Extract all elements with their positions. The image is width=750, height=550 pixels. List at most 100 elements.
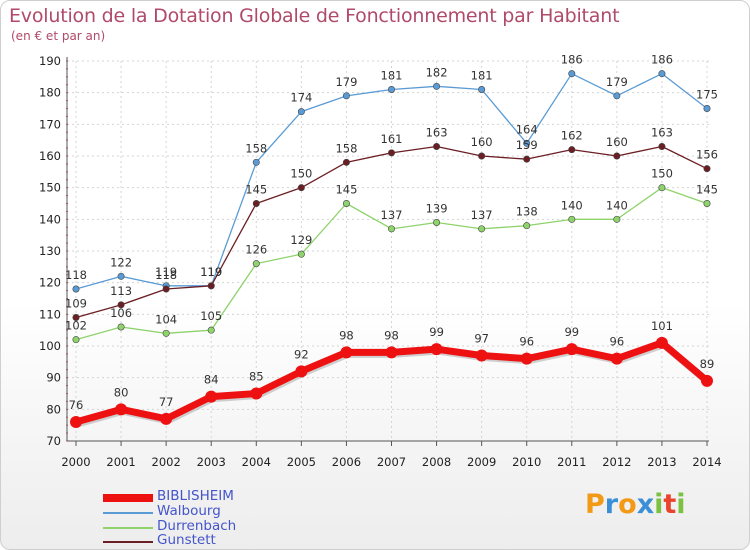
data-point-durrenbach xyxy=(433,219,441,227)
data-label-walbourg: 179 xyxy=(606,75,628,89)
data-label-biblisheim: 77 xyxy=(159,395,174,409)
logo-letter: o xyxy=(618,489,637,520)
data-label-durrenbach: 145 xyxy=(696,183,718,197)
y-tick-label: 190 xyxy=(39,54,61,68)
legend-swatch-biblisheim xyxy=(103,494,153,502)
data-label-biblisheim: 85 xyxy=(249,370,264,384)
data-point-durrenbach xyxy=(523,222,531,230)
x-tick-label: 2004 xyxy=(242,455,271,469)
data-point-biblisheim xyxy=(701,374,713,387)
x-tick-label: 2009 xyxy=(467,455,496,469)
x-tick-label: 2014 xyxy=(692,455,721,469)
x-tick-label: 2013 xyxy=(647,455,676,469)
data-label-biblisheim: 98 xyxy=(384,328,399,342)
data-label-durrenbach: 145 xyxy=(335,183,357,197)
data-point-durrenbach xyxy=(568,215,576,223)
data-point-biblisheim xyxy=(475,349,488,362)
data-point-walbourg xyxy=(252,158,260,166)
legend-label-gunstett: Gunstett xyxy=(157,532,216,548)
logo-letter: i xyxy=(676,489,686,520)
data-point-durrenbach xyxy=(207,326,215,334)
data-label-biblisheim: 96 xyxy=(610,335,625,349)
data-label-walbourg: 118 xyxy=(65,268,87,282)
data-label-durrenbach: 105 xyxy=(200,309,222,323)
data-label-biblisheim: 101 xyxy=(651,319,673,333)
data-point-gunstett xyxy=(207,282,215,290)
data-point-walbourg xyxy=(523,139,531,147)
data-label-gunstett: 109 xyxy=(65,297,87,311)
data-point-biblisheim xyxy=(115,403,128,416)
y-tick-label: 180 xyxy=(39,86,61,100)
data-label-biblisheim: 99 xyxy=(429,325,444,339)
data-point-biblisheim xyxy=(520,352,533,365)
legend-swatch-durrenbach xyxy=(103,527,153,529)
data-point-gunstett xyxy=(433,143,441,151)
data-point-gunstett xyxy=(703,165,711,173)
data-point-biblisheim xyxy=(160,412,173,425)
data-label-walbourg: 181 xyxy=(471,69,493,83)
logo-letter: P xyxy=(585,489,605,520)
data-label-gunstett: 118 xyxy=(155,268,177,282)
y-tick-label: 150 xyxy=(39,181,61,195)
y-tick-label: 70 xyxy=(46,434,61,448)
data-point-gunstett xyxy=(523,155,531,163)
y-tick-label: 140 xyxy=(39,212,61,226)
legend-swatch-gunstett xyxy=(103,541,153,543)
data-label-biblisheim: 92 xyxy=(294,347,309,361)
x-tick-label: 2011 xyxy=(557,455,586,469)
data-label-biblisheim: 97 xyxy=(474,332,489,346)
data-label-durrenbach: 129 xyxy=(290,233,312,247)
data-point-walbourg xyxy=(433,82,441,90)
data-label-durrenbach: 139 xyxy=(426,202,448,216)
legend-swatch-walbourg xyxy=(103,512,153,514)
data-point-biblisheim xyxy=(250,387,263,400)
data-point-biblisheim xyxy=(565,343,578,356)
data-point-durrenbach xyxy=(342,200,350,208)
data-point-gunstett xyxy=(613,152,621,160)
x-tick-label: 2001 xyxy=(106,455,135,469)
data-point-gunstett xyxy=(342,158,350,166)
data-point-biblisheim xyxy=(430,343,443,356)
y-tick-label: 130 xyxy=(39,244,61,258)
data-point-walbourg xyxy=(568,70,576,78)
data-label-durrenbach: 138 xyxy=(516,205,538,219)
y-tick-label: 120 xyxy=(39,276,61,290)
data-label-gunstett: 163 xyxy=(651,126,673,140)
data-point-durrenbach xyxy=(387,225,395,233)
data-label-walbourg: 179 xyxy=(335,75,357,89)
data-label-biblisheim: 98 xyxy=(339,328,354,342)
y-tick-label: 100 xyxy=(39,339,61,353)
data-label-gunstett: 156 xyxy=(696,148,718,162)
data-point-durrenbach xyxy=(72,336,80,344)
chart-title: Evolution de la Dotation Globale de Fonc… xyxy=(9,5,620,27)
data-point-walbourg xyxy=(613,92,621,100)
data-label-walbourg: 174 xyxy=(290,91,312,105)
legend-label-walbourg: Walbourg xyxy=(157,503,221,519)
data-label-gunstett: 162 xyxy=(561,129,583,143)
data-label-walbourg: 181 xyxy=(381,69,403,83)
data-label-gunstett: 161 xyxy=(381,132,403,146)
data-point-biblisheim xyxy=(655,336,668,349)
x-tick-label: 2008 xyxy=(422,455,451,469)
data-point-durrenbach xyxy=(703,200,711,208)
logo-letter: i xyxy=(654,489,664,520)
data-point-walbourg xyxy=(342,92,350,100)
x-tick-label: 2010 xyxy=(512,455,541,469)
data-point-walbourg xyxy=(72,285,80,293)
data-point-durrenbach xyxy=(478,225,486,233)
x-tick-label: 2006 xyxy=(332,455,361,469)
data-label-gunstett: 113 xyxy=(110,284,132,298)
x-tick-label: 2000 xyxy=(61,455,90,469)
data-point-walbourg xyxy=(387,86,395,94)
data-point-gunstett xyxy=(72,313,80,321)
data-label-walbourg: 119 xyxy=(155,265,177,279)
data-label-durrenbach: 126 xyxy=(245,243,267,257)
data-label-biblisheim: 89 xyxy=(700,357,715,371)
data-label-durrenbach: 102 xyxy=(65,319,87,333)
data-point-biblisheim xyxy=(205,390,218,403)
data-label-walbourg: 158 xyxy=(245,141,267,155)
data-point-gunstett xyxy=(117,301,125,309)
data-label-biblisheim: 80 xyxy=(114,385,129,399)
y-tick-label: 90 xyxy=(46,371,61,385)
legend-label-biblisheim: BIBLISHEIM xyxy=(157,488,234,504)
